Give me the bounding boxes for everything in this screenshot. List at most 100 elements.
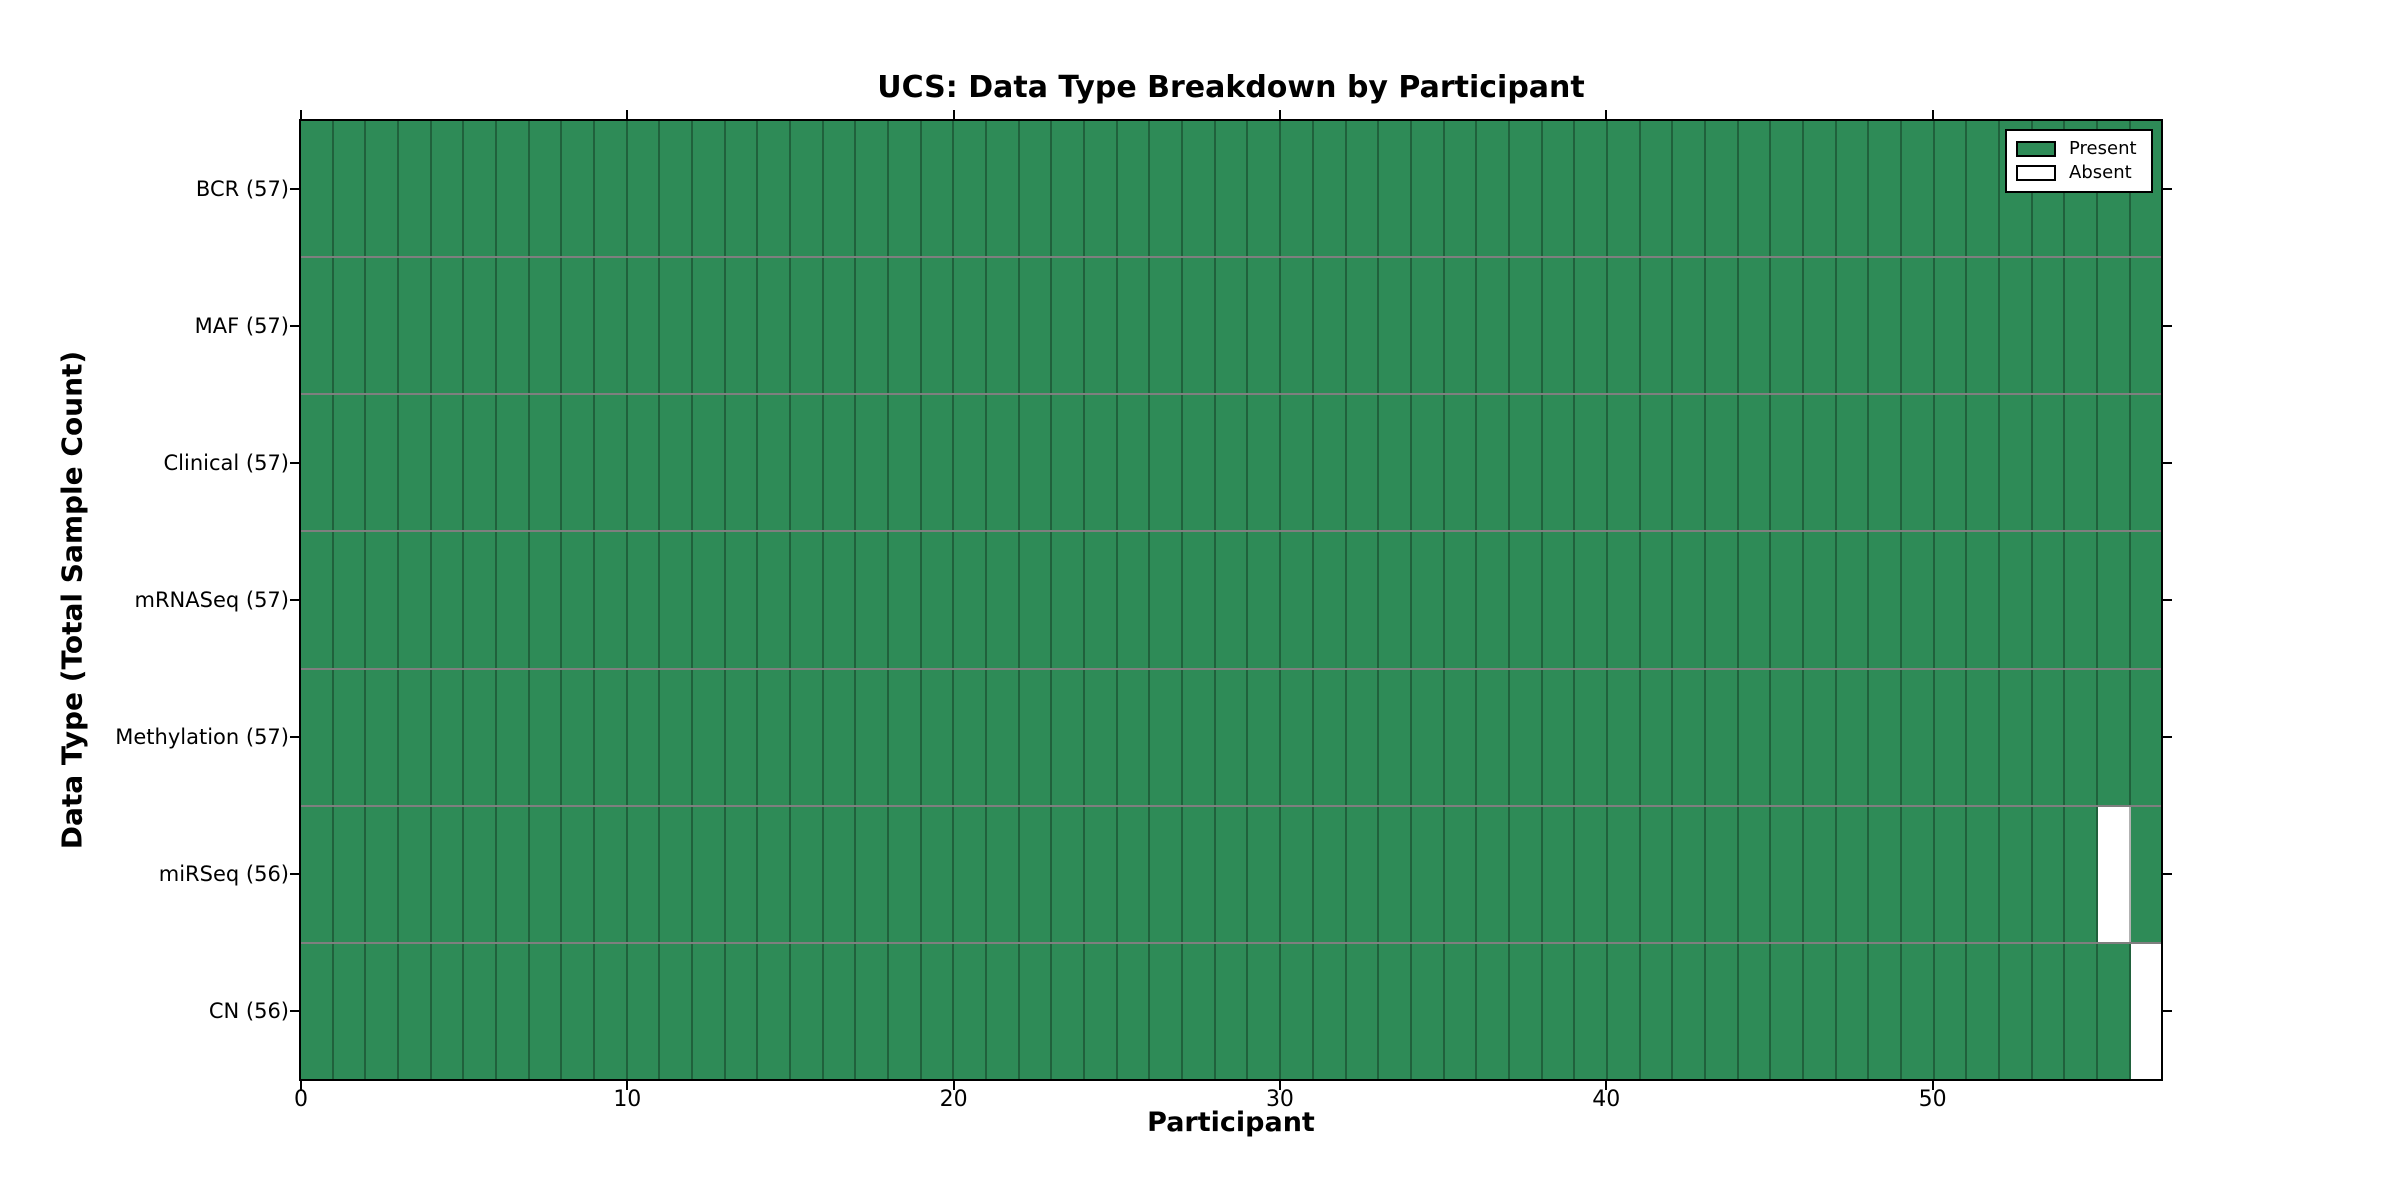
x-tick-mark-top [952,110,955,119]
cell-Clinical-p36 [1477,395,1510,531]
cell-BCR-p17 [856,121,890,257]
cell-MAF-p17 [856,258,890,394]
cell-Methylation-p49 [1901,669,1935,805]
cell-MAF-p48 [1869,258,1902,394]
cell-BCR-p25 [1117,121,1151,257]
cell-CN-p52 [1999,943,2033,1079]
cell-CN-p45 [1771,943,1804,1079]
cell-Clinical-p37 [1509,395,1543,531]
cell-CN-p51 [1967,943,2000,1079]
cell-CN-p43 [1705,943,1739,1079]
cell-Methylation-p15 [791,669,824,805]
cell-Clinical-p32 [1346,395,1380,531]
cell-BCR-p14 [758,121,792,257]
cell-MAF-p34 [1411,258,1445,394]
cell-miRSeq-p13 [725,806,759,942]
cell-mRNASeq-p16 [823,532,857,668]
cell-Clinical-p47 [1836,395,1870,531]
cell-Clinical-p5 [464,395,498,531]
cell-miRSeq-p21 [987,806,1020,942]
cell-mRNASeq-p47 [1836,532,1870,668]
cell-Clinical-p25 [1117,395,1151,531]
cell-miRSeq-p55 [2097,806,2131,942]
cell-MAF-p44 [1738,258,1772,394]
cell-Methylation-p16 [823,669,857,805]
cell-Methylation-p3 [399,669,432,805]
cell-BCR-p10 [627,121,661,257]
cell-MAF-p49 [1901,258,1935,394]
cell-Clinical-p22 [1019,395,1053,531]
cell-MAF-p22 [1019,258,1053,394]
cell-Methylation-p18 [889,669,922,805]
cell-miRSeq-p38 [1542,806,1576,942]
cell-Methylation-p7 [529,669,563,805]
cell-BCR-p7 [529,121,563,257]
legend-entry-absent: Absent [2016,164,2151,182]
cell-miRSeq-p6 [497,806,530,942]
cell-BCR-p2 [366,121,400,257]
cell-mRNASeq-p49 [1901,532,1935,668]
cell-BCR-p47 [1836,121,1870,257]
cell-MAF-p43 [1705,258,1739,394]
cell-BCR-p49 [1901,121,1935,257]
cell-MAF-p2 [366,258,400,394]
legend-label-present: Present [2069,138,2137,159]
cell-miRSeq-p44 [1738,806,1772,942]
cell-Methylation-p32 [1346,669,1380,805]
cell-MAF-p20 [954,258,988,394]
cell-BCR-p35 [1444,121,1478,257]
cell-MAF-p39 [1575,258,1608,394]
cell-mRNASeq-p41 [1640,532,1674,668]
cell-MAF-p24 [1085,258,1118,394]
cell-BCR-p33 [1379,121,1412,257]
cell-miRSeq-p32 [1346,806,1380,942]
x-tick-label: 50 [1918,1087,1947,1112]
cell-Methylation-p27 [1183,669,1216,805]
cell-CN-p33 [1379,943,1412,1079]
cell-Clinical-p52 [1999,395,2033,531]
cell-CN-p19 [921,943,955,1079]
cell-Clinical-p46 [1803,395,1837,531]
cell-CN-p29 [1248,943,1282,1079]
cell-CN-p25 [1117,943,1151,1079]
cell-mRNASeq-p2 [366,532,400,668]
cell-mRNASeq-p28 [1215,532,1249,668]
y-tick-label-MAF: MAF (57) [194,314,289,339]
x-tick-mark [1931,1081,1934,1090]
cell-CN-p49 [1901,943,1935,1079]
cell-BCR-p37 [1509,121,1543,257]
y-tick-mark-right [2163,872,2172,875]
cell-MAF-p28 [1215,258,1249,394]
cell-CN-p6 [497,943,530,1079]
cell-mRNASeq-p24 [1085,532,1118,668]
cell-mRNASeq-p45 [1771,532,1804,668]
cell-BCR-p43 [1705,121,1739,257]
x-tick-mark [300,1081,302,1090]
cell-Clinical-p14 [758,395,792,531]
cell-Methylation-p14 [758,669,792,805]
cell-miRSeq-p1 [333,806,367,942]
cell-Methylation-p31 [1313,669,1347,805]
cell-MAF-p12 [693,258,726,394]
cell-Clinical-p29 [1248,395,1282,531]
cell-Clinical-p10 [627,395,661,531]
cell-miRSeq-p4 [431,806,465,942]
cell-Clinical-p42 [1673,395,1706,531]
x-tick-mark [952,1081,955,1090]
cell-Methylation-p33 [1379,669,1412,805]
x-tick-mark [1278,1081,1281,1090]
cell-CN-p9 [595,943,628,1079]
cell-CN-p5 [464,943,498,1079]
cell-Clinical-p48 [1869,395,1902,531]
cell-Clinical-p12 [693,395,726,531]
cell-Methylation-p22 [1019,669,1053,805]
cell-BCR-p12 [693,121,726,257]
cell-miRSeq-p16 [823,806,857,942]
cell-miRSeq-p29 [1248,806,1282,942]
cell-mRNASeq-p13 [725,532,759,668]
cell-miRSeq-p40 [1607,806,1641,942]
plot-area [299,119,2163,1081]
cell-Methylation-p12 [693,669,726,805]
cell-miRSeq-p50 [1934,806,1968,942]
cell-CN-p30 [1281,943,1314,1079]
